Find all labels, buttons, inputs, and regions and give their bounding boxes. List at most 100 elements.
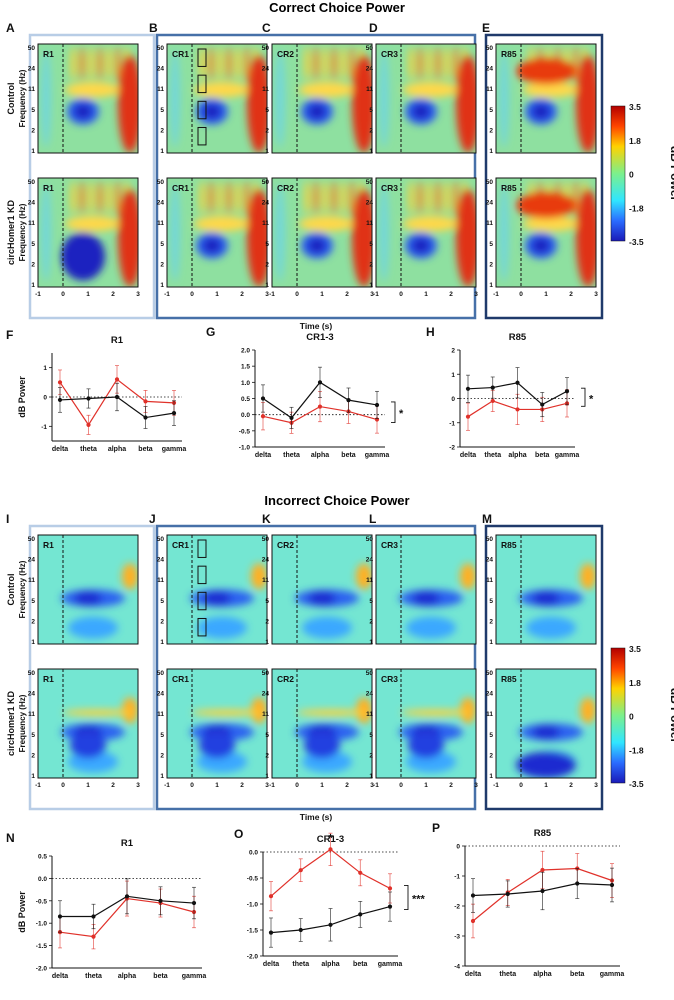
x-tick-label: theta xyxy=(292,961,309,968)
heat-streak xyxy=(199,46,205,82)
freq-tick: 11 xyxy=(366,577,373,584)
x-tick-label: alpha xyxy=(508,452,526,459)
data-point xyxy=(358,912,363,917)
freq-tick: 24 xyxy=(157,691,165,698)
y-tick-label: -2 xyxy=(449,445,455,452)
freq-tick: 11 xyxy=(366,220,373,227)
freq-tick: 5 xyxy=(160,732,164,739)
freq-tick: 1 xyxy=(369,148,373,155)
freq-tick: 11 xyxy=(262,577,269,584)
y-tick-label: 1 xyxy=(43,365,47,372)
row-label-kd: circHomer1 KD xyxy=(6,690,16,756)
freq-tick: 24 xyxy=(28,557,36,564)
heat-streak xyxy=(217,46,223,82)
x-tick-label: gamma xyxy=(555,452,580,459)
y-tick-label: 0 xyxy=(456,844,460,851)
heat-streak xyxy=(408,46,414,82)
time-tick: 0 xyxy=(61,291,65,298)
spectrogram-r85: R85 xyxy=(495,534,597,645)
colorbar-gradient xyxy=(610,647,626,784)
data-point xyxy=(114,394,120,400)
time-axis-label: Time (s) xyxy=(300,812,333,822)
time-tick: 3 xyxy=(370,782,374,789)
edge xyxy=(379,49,389,148)
freq-tick: 11 xyxy=(486,86,493,93)
freq-tick: 5 xyxy=(369,241,373,248)
delta-band xyxy=(68,616,118,639)
theta-core xyxy=(532,725,560,739)
spectrogram-frame xyxy=(37,177,139,288)
edge xyxy=(41,183,51,282)
freq-tick: 50 xyxy=(157,179,165,186)
panel-letter: F xyxy=(6,328,13,342)
significance-marker: * xyxy=(399,408,404,420)
time-tick: 3 xyxy=(474,782,478,789)
data-point xyxy=(387,886,393,891)
panel-letter: M xyxy=(482,512,492,526)
spectrogram-frame xyxy=(495,43,597,154)
freq-tick: 5 xyxy=(31,107,35,114)
theta-core xyxy=(74,591,102,605)
heat-streak xyxy=(226,46,232,82)
freq-tick: 24 xyxy=(486,66,494,73)
group-box-r85 xyxy=(484,33,604,320)
freq-tick: 24 xyxy=(28,691,36,698)
freq-tick: 1 xyxy=(160,148,164,155)
theta-core xyxy=(532,103,550,120)
time-tick: 1 xyxy=(424,291,428,298)
spectrogram-r85: R85 xyxy=(495,668,597,779)
chart-title: CR1-3 xyxy=(306,332,333,343)
heat-streak xyxy=(217,180,223,216)
freq-tick: 11 xyxy=(28,220,35,227)
x-tick-label: beta xyxy=(341,452,356,459)
spectrogram-frame xyxy=(375,668,477,779)
spectrogram-title: R85 xyxy=(501,540,517,550)
freq-tick: 50 xyxy=(366,179,374,186)
spectrogram-cr2: CR2 xyxy=(271,177,373,288)
heat-streak xyxy=(573,46,579,82)
y-tick-label: -1.5 xyxy=(36,943,48,950)
alpha-band xyxy=(523,216,579,232)
time-tick: 3 xyxy=(370,291,374,298)
late-power xyxy=(576,54,596,153)
heat-streak xyxy=(573,180,579,216)
freq-tick: 24 xyxy=(262,200,270,207)
heat-streak xyxy=(106,46,112,82)
spectrogram-frame xyxy=(375,177,477,288)
heat-streak xyxy=(417,180,423,216)
theta-core xyxy=(412,591,440,605)
freq-tick: 1 xyxy=(265,148,269,155)
time-tick: 2 xyxy=(449,291,453,298)
data-point xyxy=(387,904,393,909)
theta-suppression-2 xyxy=(199,732,235,759)
alpha-band xyxy=(194,216,250,232)
edge xyxy=(499,183,509,282)
y-tick-label: -1.0 xyxy=(239,445,251,452)
freq-axis-label: Frequency (Hz) xyxy=(18,560,27,618)
x-tick-label: beta xyxy=(535,452,550,459)
y-tick-label: -1 xyxy=(449,420,455,427)
data-point xyxy=(540,402,545,407)
data-point xyxy=(575,881,580,886)
spectrogram-cr3: CR3 xyxy=(375,177,477,288)
freq-tick: 5 xyxy=(369,598,373,605)
freq-tick: 5 xyxy=(265,241,269,248)
heat-streak xyxy=(97,180,103,216)
freq-tick: 5 xyxy=(265,732,269,739)
spectrogram-title: CR1 xyxy=(172,49,189,59)
data-point xyxy=(298,927,303,933)
late-power xyxy=(456,188,476,287)
spectrogram-r1: R1 xyxy=(37,177,139,288)
freq-tick: 50 xyxy=(486,45,494,52)
freq-tick: 50 xyxy=(366,670,374,677)
freq-tick: 50 xyxy=(157,536,165,543)
freq-tick: 50 xyxy=(486,536,494,543)
time-tick: 0 xyxy=(399,782,403,789)
heat-streak xyxy=(426,46,432,82)
x-tick-label: delta xyxy=(52,446,68,453)
delta-band xyxy=(197,616,247,639)
time-tick: 2 xyxy=(240,291,244,298)
y-tick-label: -1.0 xyxy=(36,921,48,928)
x-tick-label: gamma xyxy=(365,452,390,459)
colorbar-tick: 3.5 xyxy=(629,102,641,112)
